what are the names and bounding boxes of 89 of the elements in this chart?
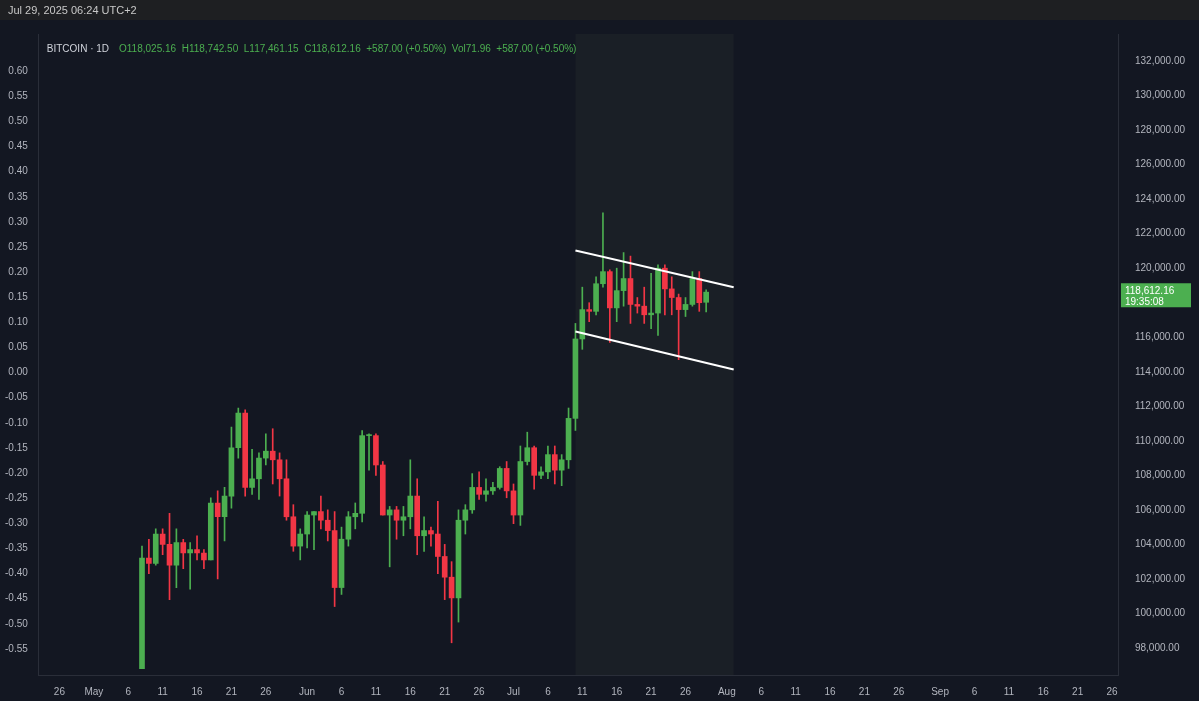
candlestick [586,302,593,323]
candlestick [187,542,193,590]
y2-tick-label: -0.35 [5,542,29,554]
y-tick-label: 120,000.00 [1134,261,1186,273]
y-tick-label: 124,000.00 [1134,192,1186,204]
x-tick-label: 11 [157,685,169,697]
y-tick-label: 102,000.00 [1134,572,1186,584]
y2-tick-label: 0.40 [8,165,29,177]
candlestick [194,535,200,561]
candlestick [386,506,393,568]
candlestick [146,538,152,575]
candlestick [641,286,648,324]
y2-tick-label: 0.15 [8,290,29,302]
text: Jul 29, 2025 06:24 UTC+2 [7,3,138,18]
x-tick-label: 21 [858,685,871,697]
y2-tick-label: 0.55 [8,90,29,102]
x-tick-label: 11 [370,685,382,697]
x-tick-label: 16 [1037,685,1050,697]
x-tick-label: 21 [645,685,658,697]
y2-tick-label: 0.50 [8,115,29,127]
y2-tick-label: -0.30 [5,517,29,529]
y-tick-label: 122,000.00 [1134,227,1186,239]
y2-tick-label: -0.20 [5,466,29,478]
x-tick-label: 26 [1106,685,1119,697]
x-tick-label: 6 [338,685,345,697]
text: BITCOIN · 1D [46,42,110,54]
x-tick-label: 26 [260,685,272,697]
text: 19:35:08 [1124,295,1165,307]
y-tick-label: 100,000.00 [1134,607,1186,619]
y2-tick-label: 0.05 [8,341,29,353]
candlestick [483,478,489,502]
x-tick-label: 26 [473,685,486,697]
y2-tick-label: -0.50 [5,617,29,629]
y2-tick-label: 0.10 [8,316,29,328]
y2-tick-label: 0.20 [8,265,29,277]
y-tick-label: 112,000.00 [1134,400,1185,412]
candlestick [421,516,427,552]
x-tick-label: 26 [53,685,66,697]
candlestick [311,511,317,550]
x-tick-label: 16 [404,685,417,697]
y2-tick-label: 0.00 [8,366,29,378]
y2-tick-label: -0.25 [5,491,29,503]
x-tick-label: 21 [439,685,451,697]
x-tick-label: 6 [125,685,132,697]
y-tick-label: 114,000.00 [1134,365,1185,377]
x-tick-label: May [84,685,104,697]
y2-tick-label: 0.35 [8,190,29,202]
x-tick-label: 16 [191,685,204,697]
y2-tick-label: -0.15 [5,441,29,453]
x-tick-label: 11 [577,685,588,697]
y-tick-label: 108,000.00 [1134,469,1186,481]
y2-tick-label: -0.45 [5,592,29,604]
y-tick-label: 106,000.00 [1134,503,1186,515]
y2-tick-label: -0.55 [5,642,29,654]
y-tick-label: 110,000.00 [1134,434,1185,446]
text: O118,025.16 H118,742.50 L117,461.15 C118,612.16 +587.00 (+0.50%) Vol71.96 +587.00 (+0.50%) [119,42,577,54]
x-tick-label: Sep [931,685,950,697]
candlestick [214,490,221,580]
y-tick-label: 130,000.00 [1134,89,1186,101]
y-tick-label: 116,000.00 [1134,330,1185,342]
y-tick-label: 126,000.00 [1134,158,1186,170]
x-tick-label: 21 [1072,685,1084,697]
x-tick-label: 21 [225,685,238,697]
x-tick-label: 6 [758,685,765,697]
y2-tick-label: 0.60 [8,64,29,76]
y-tick-label: 132,000.00 [1134,54,1186,66]
y-tick-label: 98,000.00 [1134,641,1180,653]
x-tick-label: 11 [1003,685,1015,697]
y-tick-label: 104,000.00 [1134,538,1186,550]
x-tick-label: 16 [824,685,836,697]
x-tick-label: Jun [299,685,316,697]
candlestick [263,433,269,466]
x-tick-label: 6 [971,685,978,697]
x-tick-label: 6 [545,685,552,697]
x-tick-label: 16 [611,685,623,697]
y2-tick-label: -0.40 [5,567,29,579]
candlestick [428,526,434,547]
y2-tick-label: 0.45 [8,140,29,152]
y-tick-label: 128,000.00 [1134,123,1186,135]
x-tick-label: 26 [893,685,905,697]
y2-tick-label: -0.05 [5,391,29,403]
y2-tick-label: 0.30 [8,215,29,227]
x-tick-label: 11 [790,685,802,697]
y2-tick-label: -0.10 [5,416,29,428]
y2-tick-label: 0.25 [8,240,29,252]
x-tick-label: 26 [679,685,692,697]
text: 118,612.16 [1124,284,1175,296]
x-tick-label: Aug [717,685,736,697]
x-tick-label: Jul [507,685,520,697]
